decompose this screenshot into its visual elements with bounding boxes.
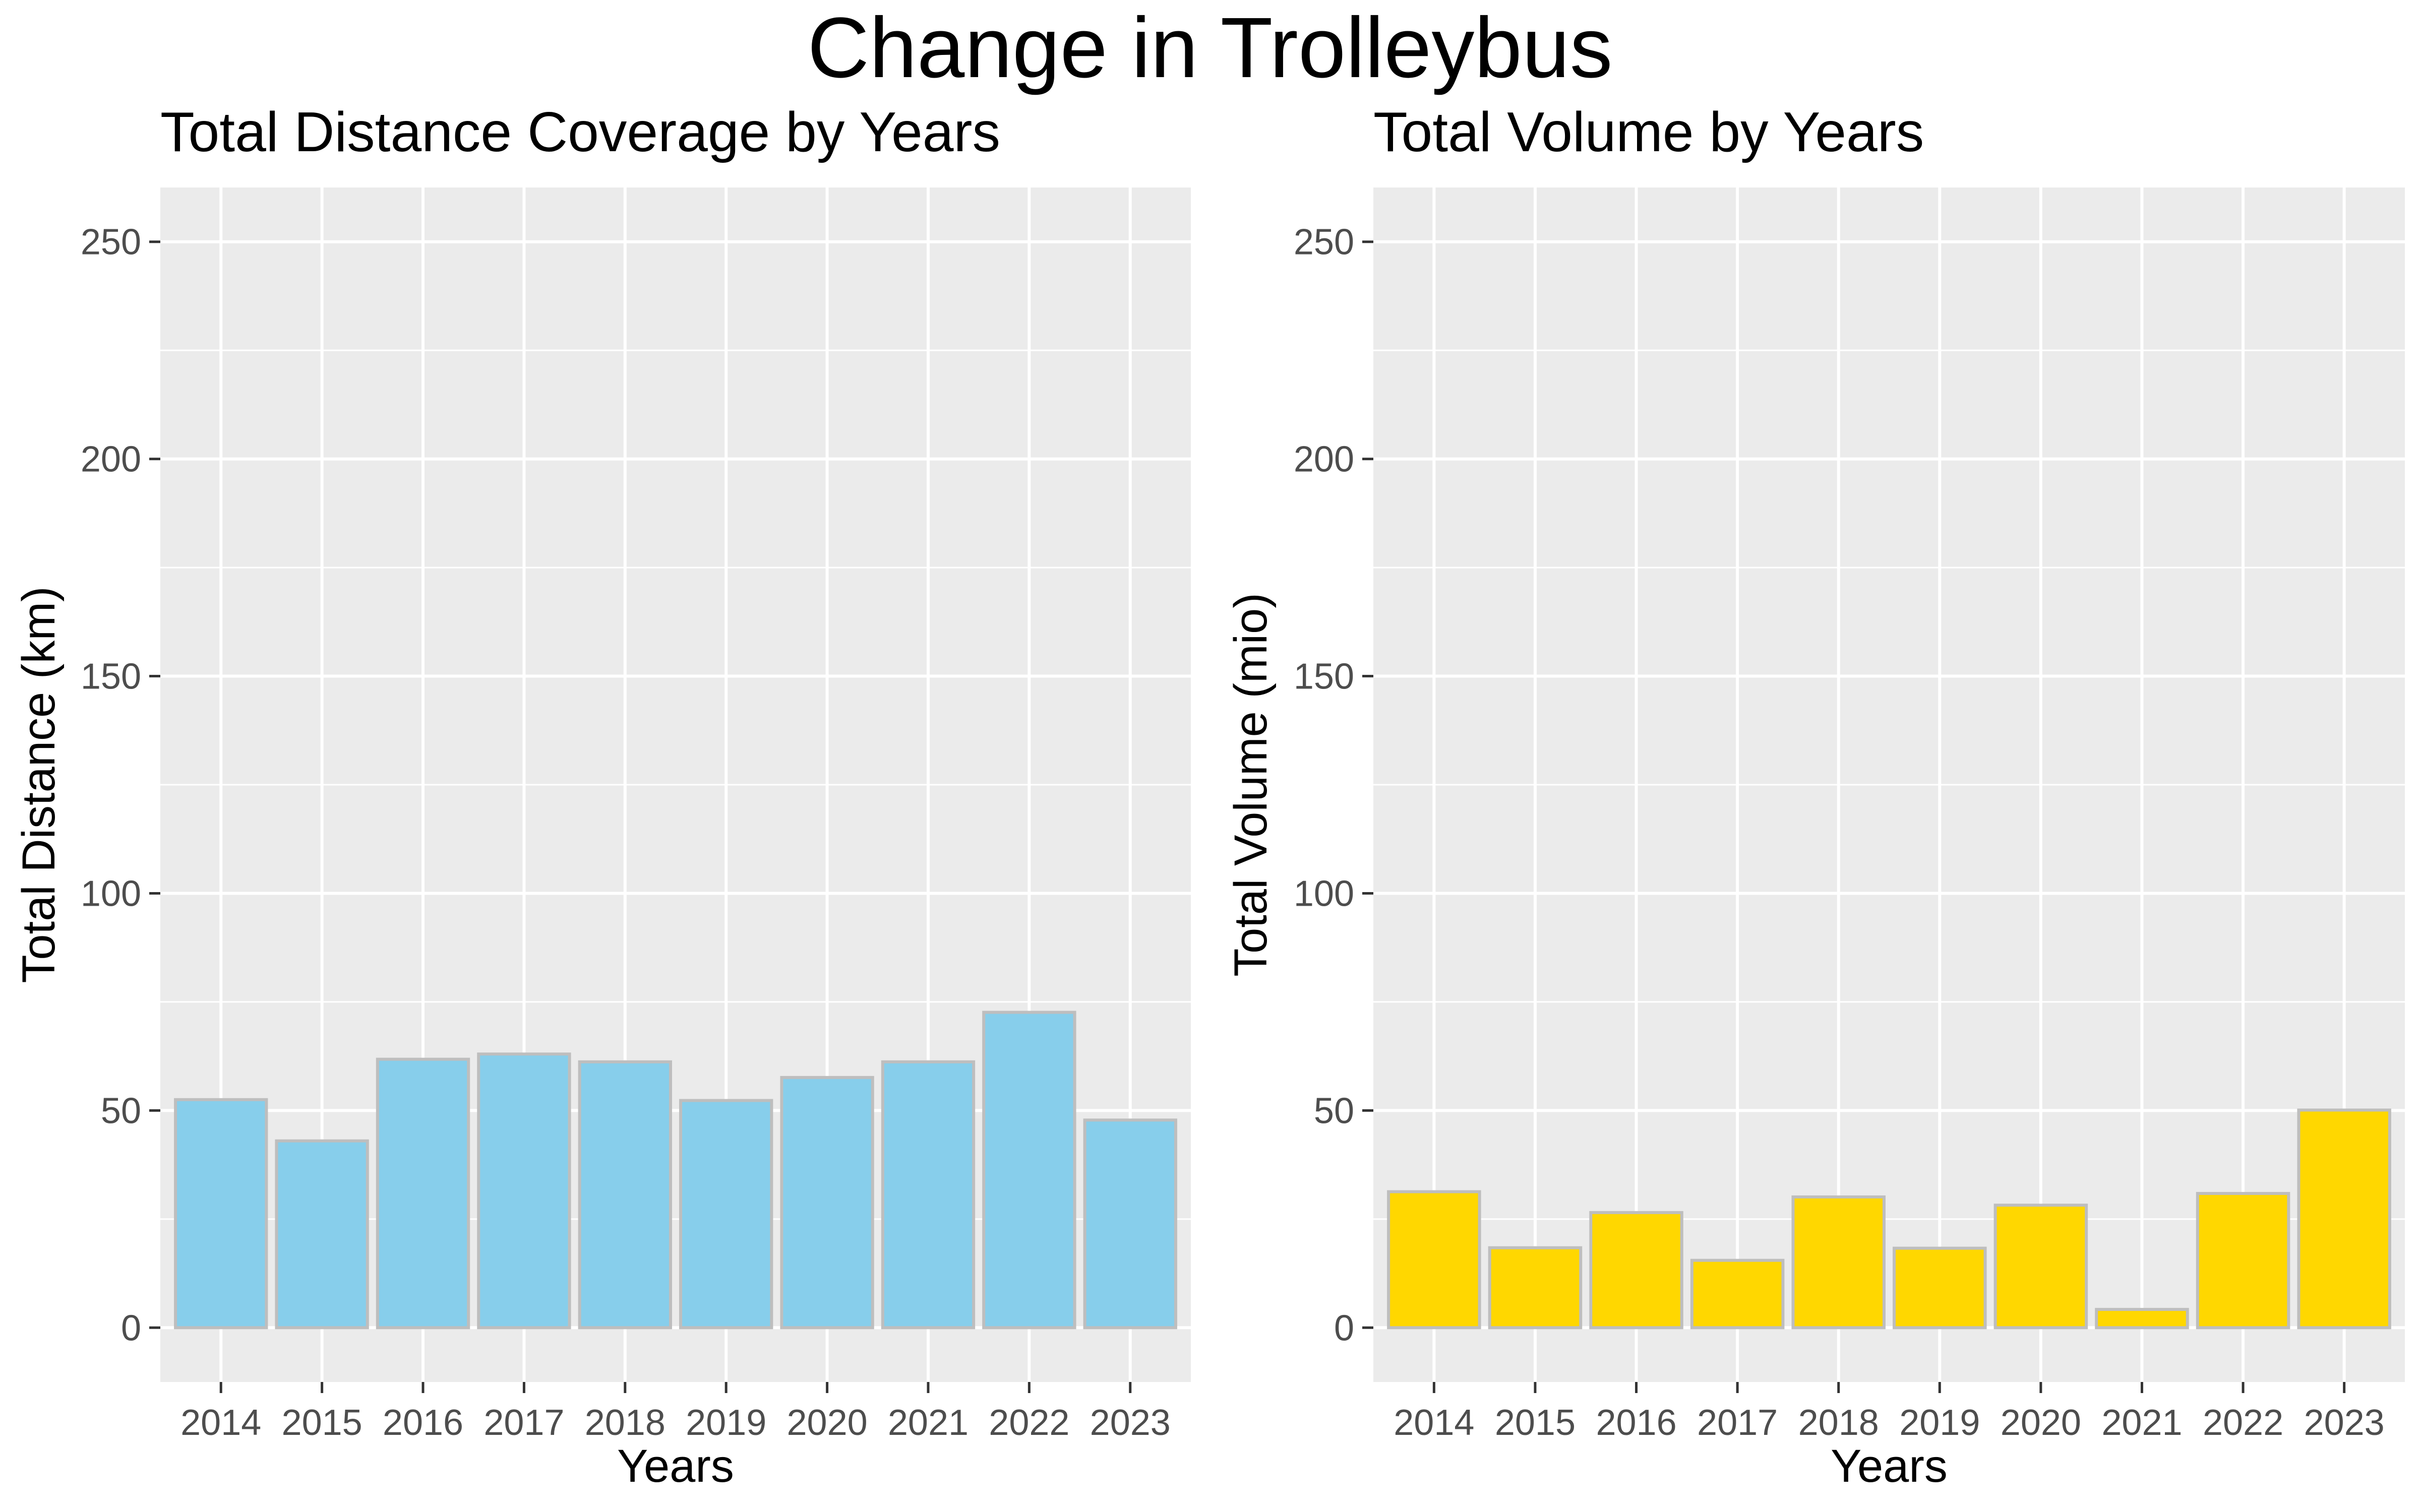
- distance-panel: 0 50 100 150 200 250 2014 2015 2016 2017 2018 2019 2…: [13, 101, 1191, 1492]
- bar-2023: [2297, 1108, 2391, 1330]
- y-axis-title: Total Volume (mio): [1225, 593, 1277, 977]
- bar-2022: [982, 1011, 1076, 1330]
- x-tick-label: 2016: [1596, 1403, 1676, 1443]
- bar-2014: [174, 1098, 268, 1330]
- y-tick-label: 100: [1294, 873, 1354, 914]
- bar-2016: [376, 1057, 470, 1330]
- x-tick-label: 2017: [1697, 1403, 1778, 1443]
- bar-2019: [1893, 1246, 1987, 1330]
- y-tick-label: 50: [1314, 1091, 1354, 1131]
- y-tick-label: 200: [1294, 439, 1354, 480]
- bar-2017: [477, 1052, 571, 1330]
- x-tick-label: 2015: [282, 1403, 362, 1443]
- y-tick-label: 250: [81, 222, 141, 263]
- y-axis-title: Total Distance (km): [13, 586, 65, 983]
- panel-title: Total Distance Coverage by Years: [160, 101, 1000, 163]
- bar-2019: [679, 1099, 773, 1330]
- y-tick-label: 150: [1294, 657, 1354, 697]
- x-tick-label: 2015: [1495, 1403, 1576, 1443]
- x-tick-label: 2022: [2203, 1403, 2283, 1443]
- y-tick-label: 100: [81, 873, 141, 914]
- x-tick-label: 2018: [585, 1403, 666, 1443]
- y-tick-label: 200: [81, 439, 141, 480]
- panel-title: Total Volume by Years: [1373, 101, 1924, 163]
- bar-2020: [780, 1076, 874, 1330]
- x-tick-label: 2020: [787, 1403, 868, 1443]
- x-tick-label: 2021: [2101, 1403, 2182, 1443]
- bar-2015: [1488, 1246, 1583, 1330]
- x-tick-label: 2017: [483, 1403, 564, 1443]
- x-tick-label: 2016: [383, 1403, 463, 1443]
- bar-2023: [1083, 1118, 1177, 1330]
- bar-2018: [1791, 1195, 1886, 1330]
- bar-2021: [881, 1060, 976, 1330]
- bar-2021: [2095, 1308, 2189, 1330]
- bar-2014: [1387, 1190, 1481, 1330]
- bar-2016: [1589, 1211, 1683, 1330]
- bar-2015: [275, 1139, 369, 1330]
- x-tick-label: 2021: [888, 1403, 969, 1443]
- x-tick-label: 2022: [989, 1403, 1069, 1443]
- x-tick-label: 2023: [2304, 1403, 2385, 1443]
- y-tick-label: 150: [81, 657, 141, 697]
- y-tick-label: 250: [1294, 222, 1354, 263]
- bar-2017: [1690, 1258, 1785, 1330]
- bar-2018: [578, 1060, 672, 1330]
- x-axis-title: Years: [617, 1440, 734, 1492]
- bar-2022: [2196, 1191, 2290, 1330]
- x-axis-title: Years: [1831, 1440, 1948, 1492]
- x-tick-label: 2014: [180, 1403, 261, 1443]
- y-tick-label: 0: [121, 1308, 141, 1348]
- x-tick-label: 2014: [1394, 1403, 1474, 1443]
- x-tick-label: 2019: [1899, 1403, 1980, 1443]
- x-tick-label: 2019: [686, 1403, 766, 1443]
- y-tick-label: 0: [1334, 1308, 1354, 1348]
- x-tick-label: 2023: [1090, 1403, 1171, 1443]
- x-tick-label: 2020: [2001, 1403, 2081, 1443]
- y-tick-label: 50: [101, 1091, 141, 1131]
- volume-panel: 0 50 100 150 200 250 2014 2015 2016 2017 2018 2019 2…: [1225, 101, 2405, 1492]
- bar-2020: [1993, 1204, 2088, 1330]
- figure-title: Change in Trolleybus: [807, 0, 1613, 96]
- x-tick-label: 2018: [1798, 1403, 1879, 1443]
